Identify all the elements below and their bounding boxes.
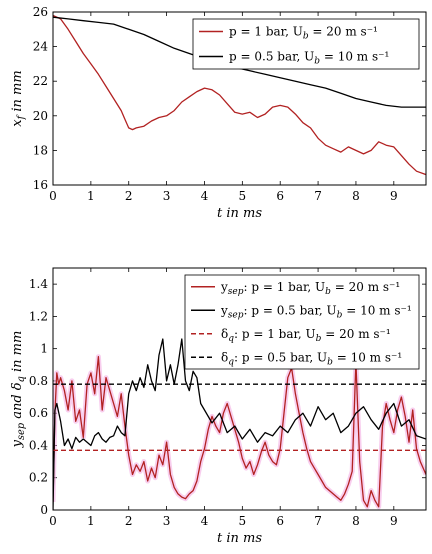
x-tick-label: 6	[276, 189, 284, 203]
x-tick-label: 3	[163, 189, 171, 203]
y-tick-label: 18	[33, 143, 48, 157]
x-tick-label: 4	[201, 514, 209, 528]
x-tick-label: 0	[49, 514, 57, 528]
series-glow-1	[53, 354, 426, 510]
legend-label: δq: p = 1 bar, Ub = 20 m s⁻¹	[221, 327, 391, 344]
legend-box	[192, 18, 420, 70]
y-tick-label: 0.8	[29, 374, 48, 388]
legend: ysep: p = 1 bar, Ub = 20 m s⁻¹ ysep: p = …	[184, 274, 420, 370]
y-tick-label: 1.2	[29, 309, 48, 323]
x-tick-label: 9	[390, 514, 398, 528]
y-tick-label: 0.6	[29, 406, 48, 420]
legend-label: δq: p = 0.5 bar, Ub = 10 m s⁻¹	[221, 350, 402, 367]
y-tick-label: 20	[33, 109, 48, 123]
x-tick-label: 0	[49, 189, 57, 203]
series-line-2	[53, 338, 426, 510]
legend-box	[184, 274, 420, 370]
x-tick-label: 1	[87, 189, 95, 203]
x-tick-label: 1	[87, 514, 95, 528]
chart-2: 0 1 2 3 4 5 6 7 8 9 0 0.2 0.4 0.6 0.8 1 1.2 1.4 t in ms yse…	[10, 267, 427, 546]
y-tick-label: 0	[40, 503, 48, 517]
x-tick-label: 8	[352, 514, 360, 528]
y-tick-label: 22	[33, 74, 48, 88]
x-tick-label: 3	[163, 514, 171, 528]
legend-label: ysep: p = 0.5 bar, Ub = 10 m s⁻¹	[220, 303, 412, 320]
y-tick-label: 1.4	[29, 277, 48, 291]
plot-area	[53, 338, 426, 510]
y-axis-label: ysep and δq in mm	[10, 331, 27, 449]
y-tick-label: 16	[33, 178, 48, 192]
x-tick-label: 5	[239, 189, 247, 203]
x-tick-label: 6	[276, 514, 284, 528]
series-line-1	[53, 14, 426, 176]
legend-label: p = 0.5 bar, Ub = 10 m s⁻¹	[229, 50, 389, 67]
series-line-1	[53, 356, 426, 508]
y-tick-label: 0.2	[29, 471, 48, 485]
x-axis-label: t in ms	[217, 531, 262, 546]
y-axis-label: xf in mm	[10, 70, 27, 126]
y-tick-label: 24	[33, 40, 49, 54]
x-tick-label: 7	[314, 189, 322, 203]
x-tick-label: 2	[125, 514, 133, 528]
x-tick-label: 8	[352, 189, 360, 203]
y-tick-label: 1	[40, 342, 48, 356]
x-axis-label: t in ms	[217, 206, 262, 221]
legend: p = 1 bar, Ub = 20 m s⁻¹ p = 0.5 bar, Ub …	[192, 18, 420, 70]
x-tick-label: 5	[239, 514, 247, 528]
legend-label: p = 1 bar, Ub = 20 m s⁻¹	[229, 25, 378, 42]
plot-frame	[52, 11, 427, 186]
legend-label: ysep: p = 1 bar, Ub = 20 m s⁻¹	[220, 280, 400, 297]
x-tick-label: 2	[125, 189, 133, 203]
y-tick-label: 0.4	[29, 438, 48, 452]
x-tick-label: 9	[390, 189, 398, 203]
x-tick-label: 4	[201, 189, 209, 203]
y-tick-label: 26	[33, 5, 48, 19]
chart-1: 0 1 2 3 4 5 6 7 8 9 16 18 20 22 24 26 t in ms xf in mm p =…	[10, 5, 427, 221]
x-tick-label: 7	[314, 514, 322, 528]
plot-frame	[52, 267, 427, 511]
